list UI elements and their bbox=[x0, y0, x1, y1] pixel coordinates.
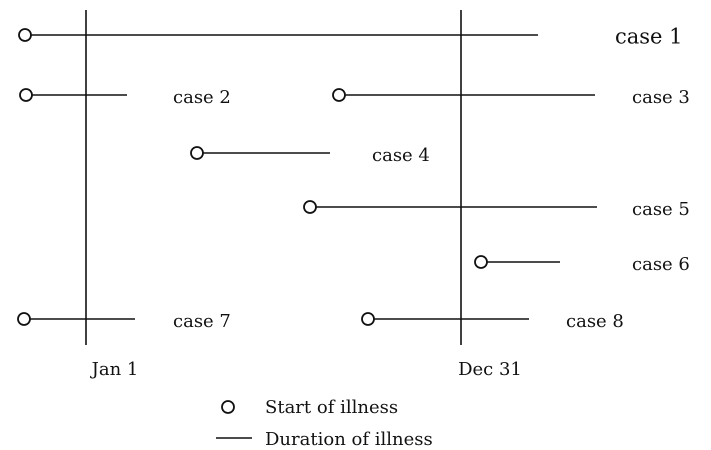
start-circle bbox=[332, 88, 346, 102]
case-label: case 7 bbox=[173, 311, 231, 332]
case-label: case 4 bbox=[372, 145, 430, 166]
legend-circle bbox=[221, 400, 235, 414]
legend-text: Duration of illness bbox=[265, 429, 433, 450]
start-circle bbox=[18, 28, 32, 42]
case-label: case 6 bbox=[632, 254, 690, 275]
case-label: case 2 bbox=[173, 87, 231, 108]
case-label: case 3 bbox=[632, 87, 690, 108]
start-circle bbox=[361, 312, 375, 326]
legend-text: Start of illness bbox=[265, 397, 398, 418]
start-circle bbox=[303, 200, 317, 214]
marker-label: Jan 1 bbox=[90, 359, 139, 380]
case-label: case 5 bbox=[632, 199, 690, 220]
start-circle bbox=[474, 255, 488, 269]
case-label: case 8 bbox=[566, 311, 624, 332]
marker-label: Dec 31 bbox=[458, 359, 522, 380]
start-circle bbox=[190, 146, 204, 160]
start-circle bbox=[17, 312, 31, 326]
start-circle bbox=[19, 88, 33, 102]
case-label: case 1 bbox=[615, 25, 683, 49]
